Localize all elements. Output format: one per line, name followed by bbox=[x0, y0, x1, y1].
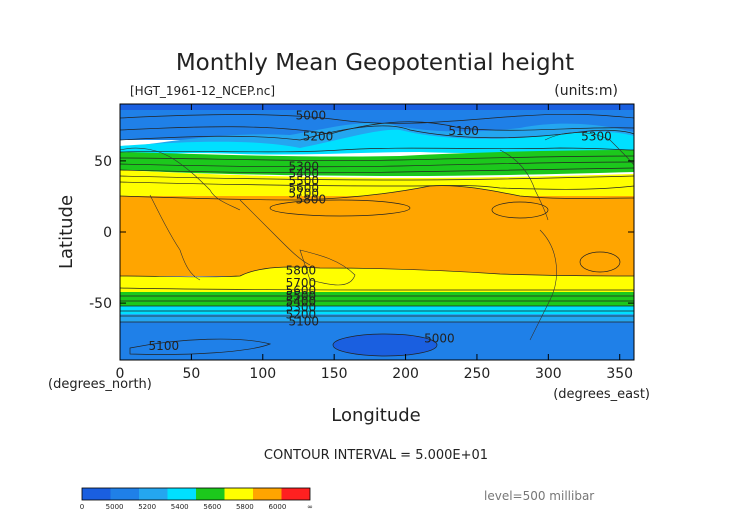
contour-label: 5100 bbox=[288, 315, 319, 329]
contour-label: 5000 bbox=[424, 332, 455, 346]
y-axis-title: Latitude bbox=[56, 195, 77, 269]
x-tick-label: 300 bbox=[535, 366, 562, 382]
colorbar: 0 5000 5200 5400 5600 5800 6000 ∞ bbox=[80, 487, 313, 511]
contour-label: 5400 bbox=[288, 167, 319, 181]
x-unit-label: (degrees_east) bbox=[553, 387, 650, 402]
x-tick-label: 150 bbox=[321, 366, 348, 382]
contour-label: 5300 bbox=[288, 160, 319, 174]
x-axis-title: Longitude bbox=[331, 405, 421, 426]
source-file-label: [HGT_1961-12_NCEP.nc] bbox=[130, 84, 275, 98]
y-tick-label: -50 bbox=[89, 296, 112, 312]
contour-label: 5700 bbox=[286, 276, 317, 290]
contour-label: 5600 bbox=[286, 283, 317, 297]
colorbar-swatch bbox=[139, 488, 168, 500]
x-axis: 0 50 100 150 200 250 300 350 bbox=[116, 104, 633, 382]
x-tick-label: 50 bbox=[182, 366, 200, 382]
y-tick-label: 0 bbox=[103, 225, 112, 241]
contour-label: 5700 bbox=[288, 187, 319, 201]
colorbar-swatch bbox=[196, 488, 225, 500]
x-tick-label: 0 bbox=[116, 366, 125, 382]
y-tick-label: 50 bbox=[94, 154, 112, 170]
band-cyan-s bbox=[120, 306, 634, 314]
x-tick-label: 200 bbox=[392, 366, 419, 382]
colorbar-swatch bbox=[224, 488, 253, 500]
contour-label: 5400 bbox=[286, 295, 317, 309]
contour-label: 5200 bbox=[303, 130, 334, 144]
band-yellow-n bbox=[120, 170, 634, 200]
contour-label: 5100 bbox=[149, 339, 180, 353]
colorbar-label: 5400 bbox=[171, 503, 189, 511]
colorbar-label: 6000 bbox=[269, 503, 287, 511]
units-label: (units:m) bbox=[554, 83, 618, 99]
contour-label: 5800 bbox=[286, 263, 317, 277]
colorbar-label: ∞ bbox=[307, 503, 313, 511]
contour-label: 5200 bbox=[286, 307, 317, 321]
level-label: level=500 millibar bbox=[484, 489, 594, 503]
band-lt5000-s bbox=[333, 334, 437, 356]
y-unit-label: (degrees_north) bbox=[48, 377, 152, 392]
band-orange-edge-n bbox=[120, 185, 634, 210]
band-green-s bbox=[120, 292, 634, 306]
contour-label: 5500 bbox=[286, 289, 317, 303]
contour-lines bbox=[120, 113, 634, 357]
x-tick-label: 100 bbox=[249, 366, 276, 382]
contour-label: 5300 bbox=[286, 300, 317, 314]
contour-label: 5000 bbox=[296, 108, 327, 122]
x-tick-label: 350 bbox=[606, 366, 633, 382]
band-cyan-n bbox=[120, 129, 634, 156]
colorbar-swatch bbox=[253, 488, 282, 500]
colorbar-swatch bbox=[110, 488, 139, 500]
colorbar-label: 5200 bbox=[138, 503, 156, 511]
band-green-n bbox=[120, 150, 634, 176]
coastlines bbox=[120, 132, 634, 341]
colorbar-swatch bbox=[167, 488, 196, 500]
chart-title: Monthly Mean Geopotential height bbox=[176, 50, 574, 76]
band-5200-5400-s bbox=[120, 314, 634, 322]
y-axis: 50 0 -50 bbox=[89, 154, 634, 312]
contour-label: 5500 bbox=[288, 174, 319, 188]
colorbar-label: 0 bbox=[80, 503, 84, 511]
colorbar-label: 5000 bbox=[106, 503, 124, 511]
colorbar-swatch bbox=[281, 488, 310, 500]
colorbar-label: 5600 bbox=[203, 503, 221, 511]
contour-label: 5300 bbox=[581, 130, 612, 144]
colorbar-frame bbox=[81, 487, 311, 501]
band-yellow-s bbox=[120, 266, 634, 294]
colorbar-label: 5800 bbox=[236, 503, 254, 511]
contour-label: 5600 bbox=[288, 181, 319, 195]
colorbar-swatch bbox=[82, 488, 111, 500]
contour-label: 5800 bbox=[296, 192, 327, 206]
x-tick-label: 250 bbox=[464, 366, 491, 382]
contour-label: 5100 bbox=[448, 124, 479, 138]
contour-interval-label: CONTOUR INTERVAL = 5.000E+01 bbox=[264, 448, 488, 463]
